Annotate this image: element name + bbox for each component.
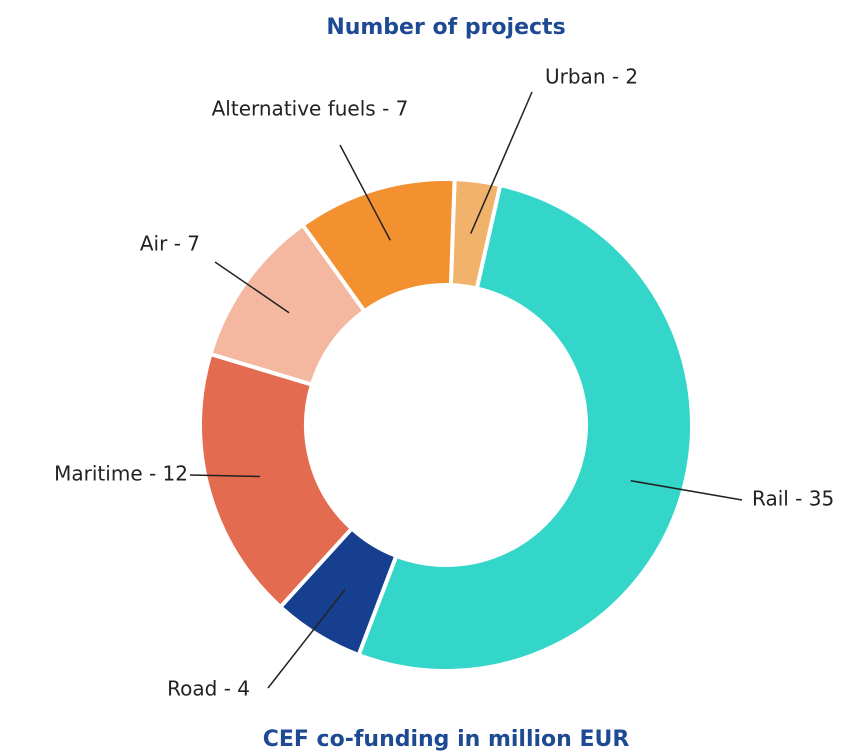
slice	[198, 351, 355, 610]
data-label: Alternative fuels - 7	[212, 97, 409, 121]
leader-line	[630, 479, 743, 501]
leader-line	[189, 474, 261, 478]
slice	[356, 182, 694, 673]
chart-subtitle: CEF co-funding in million EUR	[263, 727, 630, 752]
leader-line	[214, 261, 290, 314]
data-label: Urban - 2	[545, 65, 638, 89]
chart-title: Number of projects	[326, 15, 565, 40]
leader-line	[470, 91, 533, 234]
leader-line	[339, 144, 391, 241]
data-label: Air - 7	[140, 232, 200, 256]
data-label: Maritime - 12	[54, 462, 188, 486]
data-label: Road - 4	[167, 677, 250, 701]
leader-line	[267, 589, 346, 689]
slice	[299, 177, 457, 314]
data-label: Rail - 35	[752, 487, 834, 511]
